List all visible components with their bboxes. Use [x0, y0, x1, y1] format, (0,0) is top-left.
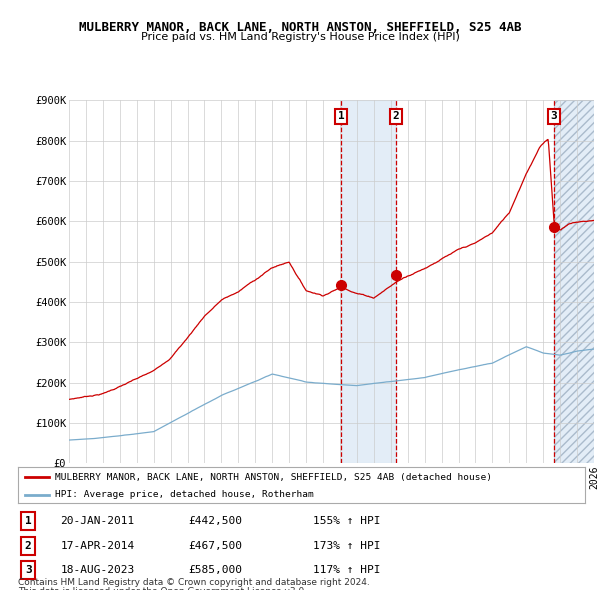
Text: 2: 2: [25, 541, 32, 550]
Text: 2: 2: [392, 112, 399, 122]
Text: 17-APR-2014: 17-APR-2014: [61, 541, 135, 550]
Text: £467,500: £467,500: [188, 541, 242, 550]
Bar: [554, 100, 594, 463]
Text: 155% ↑ HPI: 155% ↑ HPI: [313, 516, 380, 526]
Text: 3: 3: [25, 565, 32, 575]
Text: 20-JAN-2011: 20-JAN-2011: [61, 516, 135, 526]
Text: 1: 1: [25, 516, 32, 526]
Text: HPI: Average price, detached house, Rotherham: HPI: Average price, detached house, Roth…: [55, 490, 314, 499]
Text: 1: 1: [338, 112, 344, 122]
Bar: [554, 100, 594, 463]
Text: 117% ↑ HPI: 117% ↑ HPI: [313, 565, 380, 575]
Text: £442,500: £442,500: [188, 516, 242, 526]
Text: 18-AUG-2023: 18-AUG-2023: [61, 565, 135, 575]
Text: This data is licensed under the Open Government Licence v3.0.: This data is licensed under the Open Gov…: [18, 587, 307, 590]
Text: Price paid vs. HM Land Registry's House Price Index (HPI): Price paid vs. HM Land Registry's House …: [140, 32, 460, 42]
Text: 3: 3: [550, 112, 557, 122]
Text: Contains HM Land Registry data © Crown copyright and database right 2024.: Contains HM Land Registry data © Crown c…: [18, 578, 370, 587]
Text: MULBERRY MANOR, BACK LANE, NORTH ANSTON, SHEFFIELD, S25 4AB: MULBERRY MANOR, BACK LANE, NORTH ANSTON,…: [79, 21, 521, 34]
Bar: [341, 100, 396, 463]
Text: MULBERRY MANOR, BACK LANE, NORTH ANSTON, SHEFFIELD, S25 4AB (detached house): MULBERRY MANOR, BACK LANE, NORTH ANSTON,…: [55, 473, 492, 481]
Text: 173% ↑ HPI: 173% ↑ HPI: [313, 541, 380, 550]
Text: £585,000: £585,000: [188, 565, 242, 575]
